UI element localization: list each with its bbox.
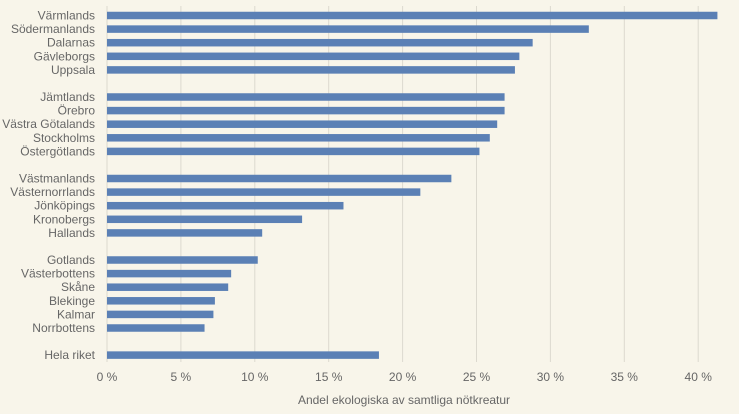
- bar: [107, 106, 505, 115]
- category-label: Blekinge: [49, 294, 95, 308]
- x-tick-label: 15 %: [315, 370, 343, 384]
- bar: [107, 215, 303, 224]
- bar: [107, 351, 379, 359]
- category-label: Södermanlands: [11, 22, 95, 36]
- category-label: Hallands: [48, 226, 95, 240]
- category-label: Västerbottens: [21, 267, 95, 281]
- category-label: Örebro: [58, 104, 96, 118]
- category-label: Gävleborgs: [34, 49, 95, 63]
- bars: [107, 11, 718, 359]
- category-label: Västra Götalands: [2, 117, 95, 131]
- bar: [107, 93, 505, 101]
- x-tick-label: 0 %: [97, 370, 118, 384]
- bar: [107, 134, 490, 142]
- bar: [107, 297, 215, 305]
- category-label: Dalarnas: [47, 36, 95, 50]
- bar: [107, 201, 344, 210]
- bar: [107, 120, 498, 128]
- category-label: Skåne: [61, 280, 95, 294]
- category-label: Värmlands: [38, 9, 95, 23]
- bar: [107, 229, 263, 237]
- category-label: Västernorrlands: [10, 185, 95, 199]
- x-axis-label: Andel ekologiska av samtliga nötkreatur: [298, 393, 510, 407]
- bar: [107, 11, 718, 20]
- category-label: Västmanlands: [19, 172, 95, 186]
- x-tick-label: 10 %: [241, 370, 269, 384]
- x-tick-label: 25 %: [463, 370, 491, 384]
- bar: [107, 324, 205, 332]
- bar: [107, 188, 421, 196]
- bar: [107, 269, 232, 278]
- x-tick-labels: 0 % 5 % 10 % 15 % 20 % 25 % 30 % 35 % 40 %: [97, 370, 713, 384]
- category-label: Kalmar: [57, 307, 95, 321]
- bar: [107, 38, 533, 47]
- category-label: Kronobergs: [33, 212, 95, 226]
- category-label: Hela riket: [44, 348, 95, 362]
- category-label: Östergötlands: [20, 144, 95, 158]
- category-label: Uppsala: [51, 63, 95, 77]
- category-label: Jämtlands: [40, 90, 95, 104]
- x-tick-label: 5 %: [171, 370, 192, 384]
- category-label: Norrbottens: [32, 321, 95, 335]
- bar: [107, 283, 229, 291]
- x-tick-label: 30 %: [537, 370, 565, 384]
- bar: [107, 52, 520, 61]
- grid-lines: [106, 6, 699, 362]
- x-tick-label: 40 %: [685, 370, 713, 384]
- category-label: Gotlands: [47, 253, 95, 267]
- bar: [107, 310, 214, 319]
- bar: [107, 147, 480, 156]
- bar: [107, 25, 589, 33]
- category-label: Stockholms: [33, 131, 95, 145]
- category-label: Jönköpings: [34, 199, 95, 213]
- bar: [107, 174, 452, 183]
- x-tick-label: 35 %: [611, 370, 639, 384]
- x-tick-label: 20 %: [389, 370, 417, 384]
- bar: [107, 256, 258, 264]
- bar: [107, 66, 515, 74]
- category-labels: VärmlandsSödermanlandsDalarnasGävleborgs…: [2, 9, 95, 363]
